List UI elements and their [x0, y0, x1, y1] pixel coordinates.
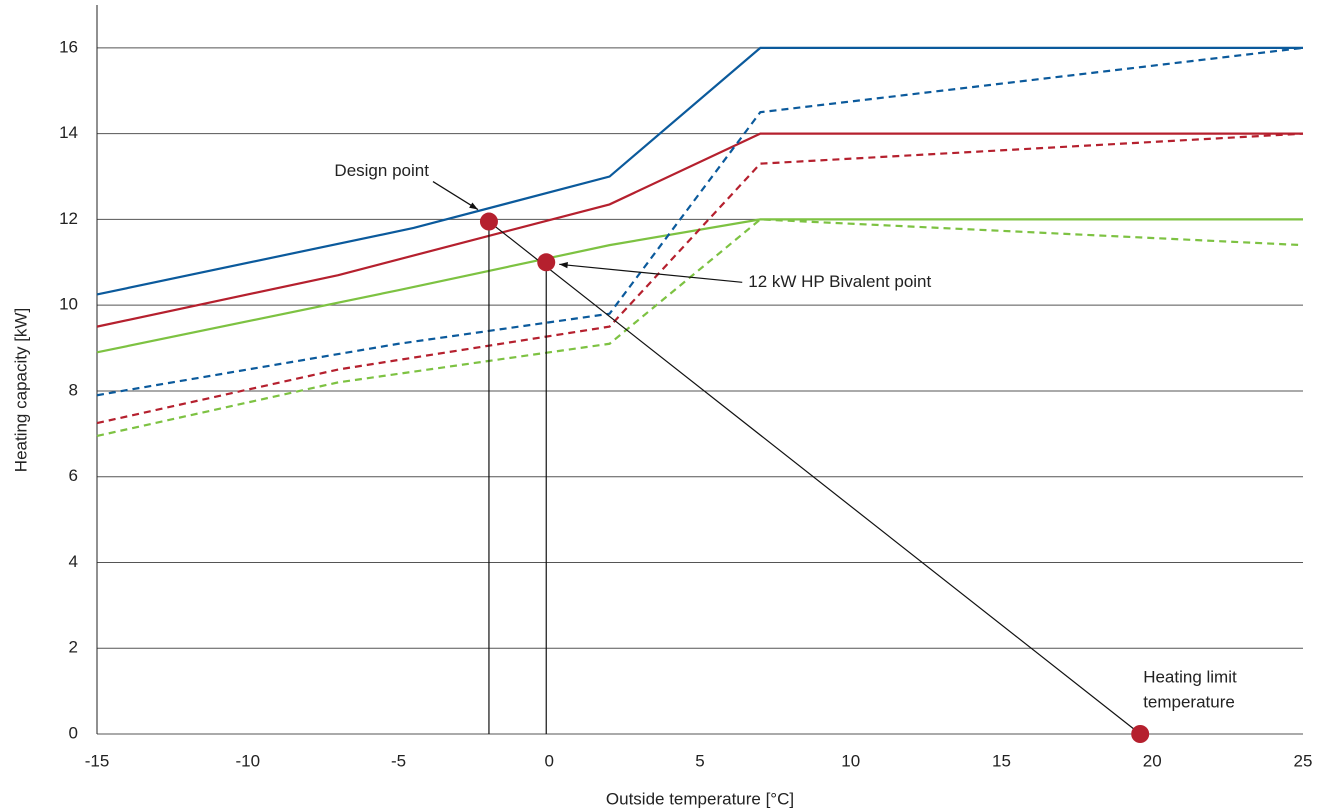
point-marker — [479, 212, 498, 231]
series-line — [96, 218, 1304, 438]
y-tick-label: 2 — [69, 638, 78, 657]
annotation: 12 kW HP Bivalent point — [748, 272, 931, 291]
x-tick-label: 0 — [545, 751, 554, 770]
y-tick-label: 10 — [59, 295, 78, 314]
x-axis-title: Outside temperature [°C] — [606, 789, 794, 808]
x-tick-label: 10 — [841, 751, 860, 770]
y-tick-label: 4 — [69, 552, 78, 571]
annotation-arrow — [432, 181, 479, 211]
annotation: Design point — [334, 161, 429, 180]
y-tick-label: 12 — [59, 209, 78, 228]
x-tick-label: 5 — [695, 751, 704, 770]
x-tick-label: 20 — [1143, 751, 1162, 770]
x-tick-label: -5 — [391, 751, 406, 770]
series-line — [96, 46, 1304, 397]
annotation-arrow — [559, 263, 743, 283]
series-line — [96, 218, 1303, 354]
y-axis-title: Heating capacity [kW] — [11, 308, 30, 472]
x-tick-label: -15 — [85, 751, 110, 770]
y-tick-label: 0 — [69, 723, 78, 742]
x-tick-label: 15 — [992, 751, 1011, 770]
x-tick-label: 25 — [1294, 751, 1313, 770]
series-line — [96, 46, 1303, 296]
point-marker — [537, 253, 556, 272]
y-tick-label: 8 — [69, 380, 78, 399]
demand-line — [488, 221, 1141, 735]
y-tick-label: 16 — [59, 37, 78, 56]
point-marker — [1131, 725, 1150, 743]
annotation: temperature — [1143, 692, 1235, 711]
arrow-head — [469, 202, 478, 210]
series-line — [96, 132, 1303, 328]
x-tick-label: -10 — [235, 751, 260, 770]
y-tick-label: 14 — [59, 123, 78, 142]
arrow-head — [559, 262, 568, 269]
annotation: Heating limit — [1143, 667, 1237, 686]
series-line — [96, 132, 1304, 425]
y-tick-label: 6 — [69, 466, 78, 485]
